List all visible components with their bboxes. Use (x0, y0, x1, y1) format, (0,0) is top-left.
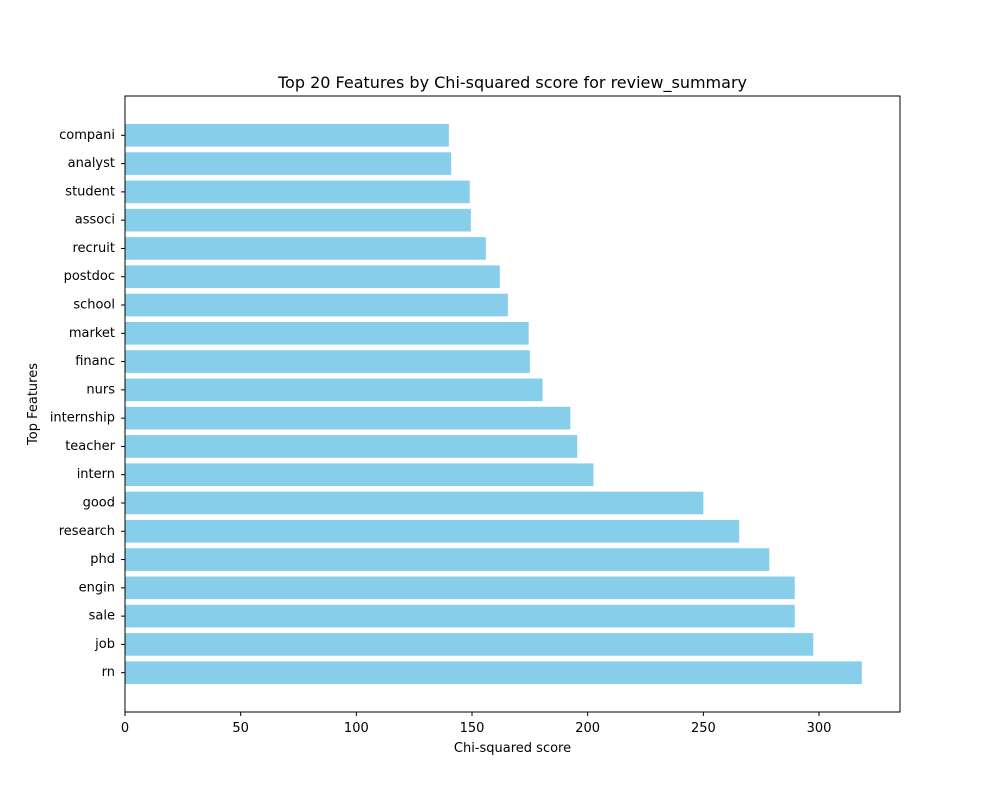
y-tick-label: postdoc (64, 269, 115, 284)
plot-frame (124, 95, 901, 713)
bar-phd (125, 548, 770, 571)
bar-market (125, 321, 529, 345)
bar-recruit (125, 237, 486, 260)
bar-analyst (125, 152, 452, 175)
y-tick-label: teacher (65, 439, 115, 454)
bar-associ (125, 208, 471, 232)
bar-financ (125, 350, 530, 373)
bar-nurs (125, 378, 543, 402)
x-axis-label: Chi-squared score (454, 741, 571, 756)
bar-good (125, 491, 704, 515)
y-tick-label: nurs (86, 382, 115, 397)
x-tick-label: 150 (460, 721, 485, 736)
y-tick-label: student (65, 184, 115, 199)
y-tick-label: financ (75, 354, 115, 369)
bar-internship (125, 406, 571, 430)
x-tick-label: 100 (344, 721, 369, 736)
x-tick-label: 300 (807, 721, 832, 736)
bar-postdoc (125, 265, 500, 289)
bars-group (125, 124, 862, 684)
y-tick-label: school (73, 298, 115, 313)
y-tick-label: phd (90, 552, 115, 567)
bar-intern (125, 463, 594, 487)
y-tick-label: research (59, 524, 115, 539)
y-tick-label: internship (50, 411, 115, 426)
y-tick-label: compani (59, 128, 115, 143)
bar-teacher (125, 435, 578, 458)
bar-school (125, 293, 508, 317)
y-tick-label: rn (102, 665, 115, 680)
y-tick-label: sale (89, 609, 115, 624)
bar-job (125, 633, 814, 656)
chart-title: Top 20 Features by Chi-squared score for… (277, 73, 747, 93)
x-tick-label: 250 (691, 721, 716, 736)
y-tick-label: intern (77, 467, 115, 482)
x-tick-label: 200 (575, 721, 600, 736)
bar-sale (125, 604, 795, 628)
y-tick-label: good (83, 495, 115, 510)
x-ticks-group: 0 50 100 150 200 250 300 (121, 712, 832, 736)
y-tick-label: recruit (73, 241, 116, 256)
bar-compani (125, 124, 449, 147)
y-tick-label: job (94, 637, 115, 652)
y-tick-label: analyst (68, 156, 115, 171)
y-tick-label: associ (75, 213, 115, 228)
y-tick-label: engin (79, 580, 115, 595)
bar-rn (125, 661, 862, 684)
x-tick-label: 0 (121, 721, 129, 736)
bar-engin (125, 576, 795, 600)
x-tick-label: 50 (232, 721, 249, 736)
bar-research (125, 519, 740, 543)
bar-student (125, 180, 470, 204)
y-ticks-group: rn job sale engin phd research good intern teach… (50, 128, 125, 680)
y-axis-label: Top Features (26, 363, 41, 446)
y-tick-label: market (69, 326, 115, 341)
